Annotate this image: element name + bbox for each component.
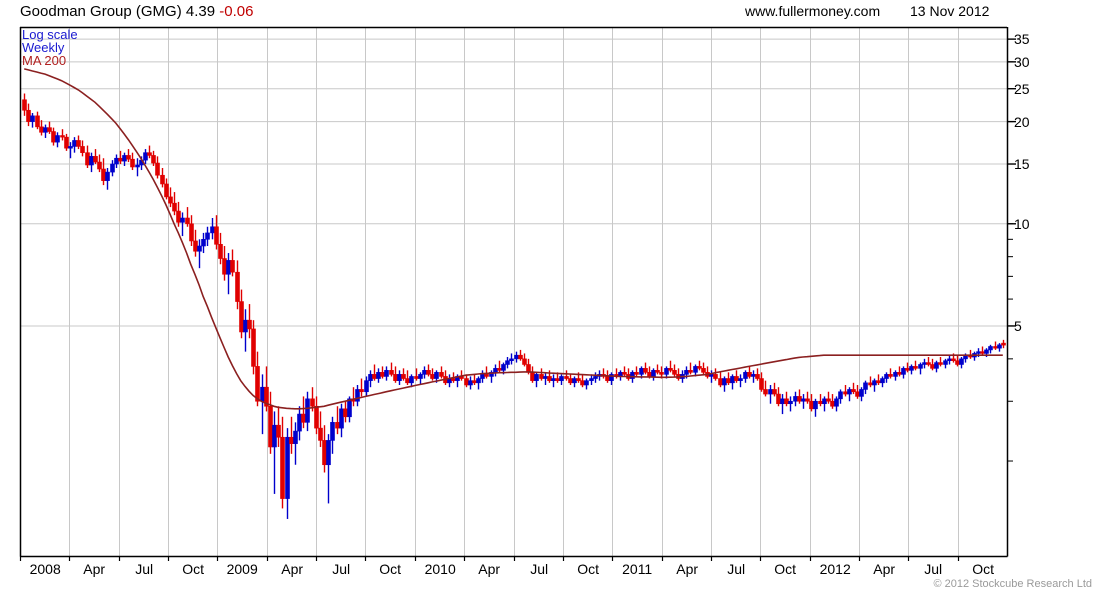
price-change: -0.06: [219, 3, 254, 20]
website-label: www.fullermoney.com: [745, 3, 881, 19]
x-axis-tick-label: Apr: [478, 561, 501, 577]
title-text: Goodman Group (GMG) 4.39: [20, 3, 220, 20]
x-axis-tick-label: Jul: [924, 561, 943, 577]
copyright-notice: © 2012 Stockcube Research Ltd: [933, 578, 1092, 590]
x-axis-tick-label: Oct: [577, 561, 600, 577]
legend-period: Weekly: [22, 40, 65, 55]
page-title: Goodman Group (GMG) 4.39 -0.06: [20, 3, 253, 20]
x-axis-tick-label: 2010: [424, 561, 456, 577]
x-axis-tick-label: Oct: [182, 561, 205, 577]
x-axis-tick-label: Apr: [873, 561, 896, 577]
x-axis-tick-label: 2008: [29, 561, 61, 577]
x-axis-tick-label: Apr: [281, 561, 304, 577]
x-axis-tick-label: Jul: [727, 561, 746, 577]
y-axis-tick-label: 25: [1014, 80, 1030, 97]
y-axis-tick-label: 30: [1014, 53, 1030, 70]
x-axis-tick-label: 2009: [226, 561, 258, 577]
y-axis-tick-label: 35: [1014, 31, 1030, 48]
chart-header: Goodman Group (GMG) 4.39 -0.06 www.fulle…: [0, 0, 1100, 24]
y-axis-tick-label: 20: [1014, 113, 1030, 130]
y-axis-tick-label: 5: [1014, 317, 1022, 334]
x-axis-tick-label: Oct: [379, 561, 402, 577]
x-axis-tick-label: Oct: [972, 561, 995, 577]
x-axis-tick-label: Oct: [774, 561, 797, 577]
x-axis-tick-label: Jul: [135, 561, 154, 577]
chart-legend: Log scale Weekly MA 200: [22, 28, 78, 67]
legend-scale: Log scale: [22, 27, 78, 42]
x-axis-tick-label: Jul: [530, 561, 549, 577]
x-axis-tick-label: Apr: [83, 561, 106, 577]
y-axis-tick-label: 10: [1014, 215, 1030, 232]
x-axis-tick-label: 2011: [622, 561, 653, 577]
legend-indicator: MA 200: [22, 53, 67, 68]
x-axis-tick-label: Apr: [676, 561, 699, 577]
x-axis-tick-label: Jul: [332, 561, 351, 577]
chart-date: 13 Nov 2012: [910, 3, 990, 19]
y-axis-tick-label: 15: [1014, 156, 1030, 173]
x-axis-tick-label: 2012: [819, 561, 851, 577]
